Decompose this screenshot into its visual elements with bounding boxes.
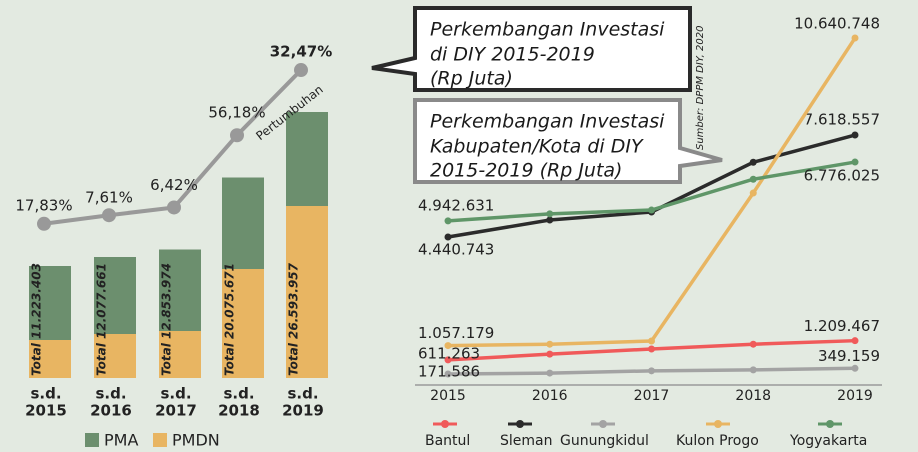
series-point <box>851 337 859 345</box>
x-tick-label: 2018 <box>218 402 260 420</box>
subtitle-line: Perkembangan Investasi <box>430 111 665 133</box>
total-label: Total 12.077.661 <box>95 263 109 376</box>
series-point <box>546 210 554 218</box>
series-point <box>648 337 655 345</box>
growth-label: 56,18% <box>208 104 265 122</box>
legend-swatch <box>153 433 167 447</box>
value-label: 4.942.631 <box>418 196 494 214</box>
bar-segment <box>286 112 328 206</box>
subtitle-callout <box>413 98 723 184</box>
series-point <box>749 175 757 183</box>
bar-segment <box>94 257 136 334</box>
title-callout <box>371 6 692 92</box>
legend-label: Kulon Progo <box>676 433 759 449</box>
value-label: 6.776.025 <box>804 167 880 185</box>
growth-point <box>230 128 244 143</box>
x-tick-label: 2017 <box>634 388 670 404</box>
growth-point <box>102 208 116 223</box>
x-tick-label: s.d. <box>160 385 191 403</box>
series-point <box>444 370 452 378</box>
x-tick-label: 2015 <box>430 388 466 404</box>
series-point <box>749 340 757 348</box>
legend-label: PMDN <box>172 431 220 450</box>
growth-point <box>167 200 181 215</box>
value-label: 611.263 <box>418 344 480 362</box>
legend-label: Yogyakarta <box>789 433 867 449</box>
title-line: (Rp Juta) <box>430 68 513 90</box>
total-label: Total 12.853.974 <box>160 263 174 376</box>
value-label: 171.586 <box>418 362 480 380</box>
legend-label: Sleman <box>500 433 552 449</box>
x-tick-label: 2017 <box>155 402 197 420</box>
legend-dot <box>714 420 722 428</box>
series-point <box>749 189 757 197</box>
total-label: Total 20.075.671 <box>223 263 237 376</box>
series-point <box>851 34 859 42</box>
legend-swatch <box>85 433 99 447</box>
bar-segment <box>286 206 328 378</box>
x-tick-label: s.d. <box>223 385 254 403</box>
total-label: Total 11.223.403 <box>30 263 44 376</box>
value-label: 1.057.179 <box>418 324 494 342</box>
legend-label: Gunungkidul <box>560 433 649 449</box>
series-point <box>444 356 452 364</box>
title-line: di DIY 2015-2019 <box>430 44 595 66</box>
bar-segment <box>222 177 264 269</box>
series-point <box>546 369 554 377</box>
growth-label: 32,47% <box>270 43 332 61</box>
bar-segment <box>29 266 71 340</box>
x-tick-label: s.d. <box>95 385 126 403</box>
legend-dot <box>599 420 607 428</box>
series-point <box>749 366 757 374</box>
x-tick-label: 2016 <box>532 388 568 404</box>
total-label: Total 26.593.957 <box>287 262 301 376</box>
bar-segment <box>94 334 136 378</box>
series-point <box>851 158 859 166</box>
growth-point <box>37 216 51 231</box>
value-label: 7.618.557 <box>804 111 880 129</box>
series-point <box>444 233 452 241</box>
series-point <box>749 158 757 166</box>
series-point <box>546 350 554 358</box>
growth-point <box>294 63 308 78</box>
legend-dot <box>516 420 524 428</box>
legend-label: Bantul <box>425 433 470 449</box>
subtitle-line: Kabupaten/Kota di DIY <box>430 136 644 158</box>
value-label: 349.159 <box>818 347 880 365</box>
x-tick-label: s.d. <box>287 385 318 403</box>
value-label: 4.440.743 <box>418 240 494 258</box>
bar-segment <box>159 249 201 331</box>
x-tick-label: 2019 <box>837 388 873 404</box>
title-line: Perkembangan Investasi <box>430 19 665 41</box>
bar-segment <box>222 269 264 378</box>
series-point <box>444 342 452 350</box>
source: Sumber: DPPM DIY, 2020 <box>695 26 706 150</box>
growth-label: 7,61% <box>85 189 133 207</box>
x-tick-label: 2018 <box>735 388 771 404</box>
x-tick-label: 2019 <box>282 402 324 420</box>
x-tick-label: s.d. <box>30 385 61 403</box>
x-tick-label: 2015 <box>25 402 67 420</box>
legend-dot <box>826 420 834 428</box>
series-point <box>648 367 655 375</box>
series-point <box>648 206 655 214</box>
series-point <box>851 131 859 139</box>
legend-label: PMA <box>104 431 138 450</box>
series-point <box>546 340 554 348</box>
subtitle-line: 2015-2019 (Rp Juta) <box>430 160 622 182</box>
series-point <box>546 216 554 224</box>
value-label: 10.640.748 <box>794 15 880 33</box>
x-tick-label: 2016 <box>90 402 132 420</box>
bar-segment <box>159 331 201 378</box>
legend-dot <box>441 420 449 428</box>
series-point <box>648 345 655 353</box>
growth-label: 6,42% <box>150 176 198 194</box>
bar-segment <box>29 340 71 378</box>
series-point <box>444 217 452 225</box>
value-label: 1.209.467 <box>804 317 880 335</box>
series-point <box>851 364 859 372</box>
growth-label: 17,83% <box>15 196 72 214</box>
